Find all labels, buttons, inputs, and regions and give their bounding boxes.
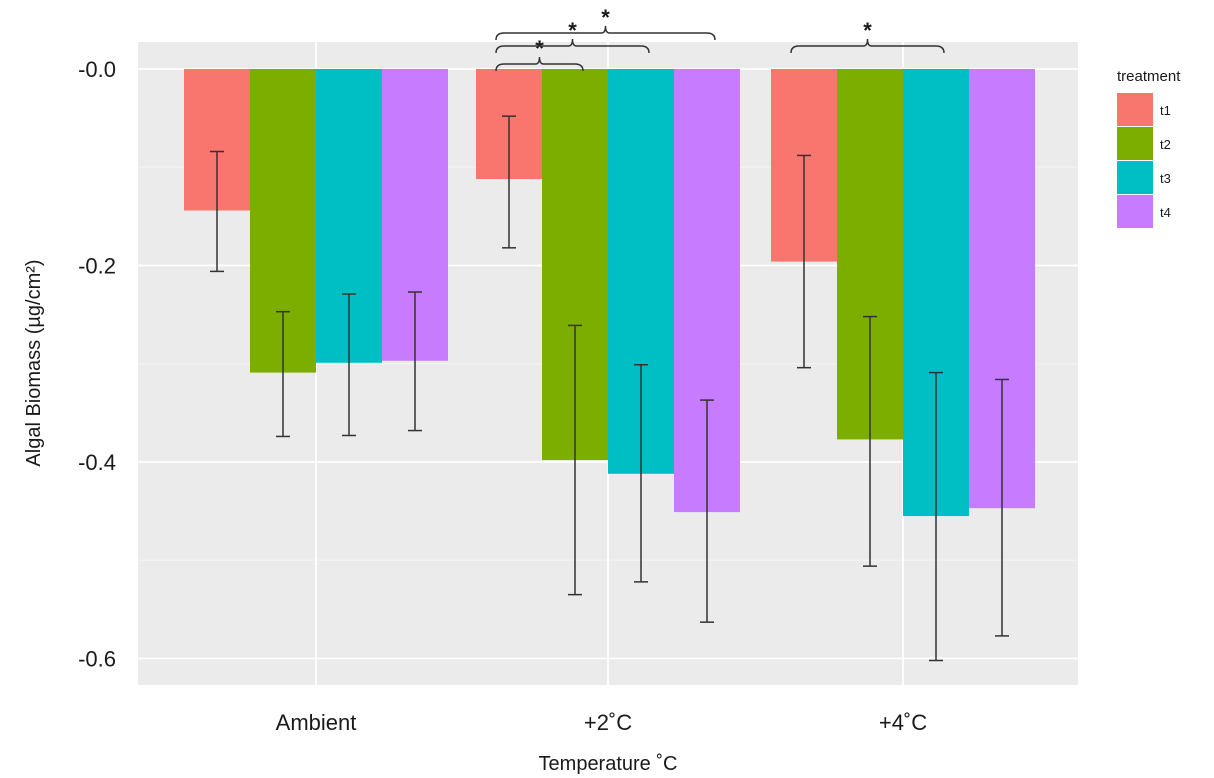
significance-star: * <box>535 36 544 61</box>
legend: treatment t1 t2 t3 t4 <box>1117 68 1181 228</box>
legend-label-t3: t3 <box>1160 171 1171 186</box>
y-tick-label: -0.4 <box>78 450 116 475</box>
significance-bracket <box>790 38 945 54</box>
significance-bracket <box>495 38 650 54</box>
legend-label-t2: t2 <box>1160 137 1171 152</box>
significance-star: * <box>568 18 577 43</box>
legend-key-t1 <box>1117 93 1153 126</box>
y-axis-title: Algal Biomass (µg/cm²) <box>23 259 45 466</box>
error-bars <box>210 115 1009 662</box>
significance-bracket <box>495 25 716 41</box>
significance-bracket <box>495 56 584 72</box>
legend-label-t1: t1 <box>1160 103 1171 118</box>
x-tick-label: +4˚C <box>879 710 927 735</box>
y-tick-label: -0.2 <box>78 254 116 279</box>
x-tick-label: Ambient <box>276 710 357 735</box>
x-tick-label: +2˚C <box>584 710 632 735</box>
x-axis-ticks: Ambient +2˚C +4˚C <box>276 710 928 735</box>
significance-brackets: * * * * <box>495 5 945 72</box>
y-tick-label: -0.0 <box>78 57 116 82</box>
legend-label-t4: t4 <box>1160 205 1171 220</box>
legend-key-t3 <box>1117 161 1153 194</box>
y-axis-ticks: -0.0 -0.2 -0.4 -0.6 <box>78 57 116 672</box>
significance-star: * <box>863 18 872 43</box>
legend-key-t2 <box>1117 127 1153 160</box>
y-tick-label: -0.6 <box>78 647 116 672</box>
significance-star: * <box>601 5 610 30</box>
x-axis-title: Temperature ˚C <box>539 753 678 775</box>
legend-title: treatment <box>1117 68 1181 85</box>
legend-key-t4 <box>1117 195 1153 228</box>
